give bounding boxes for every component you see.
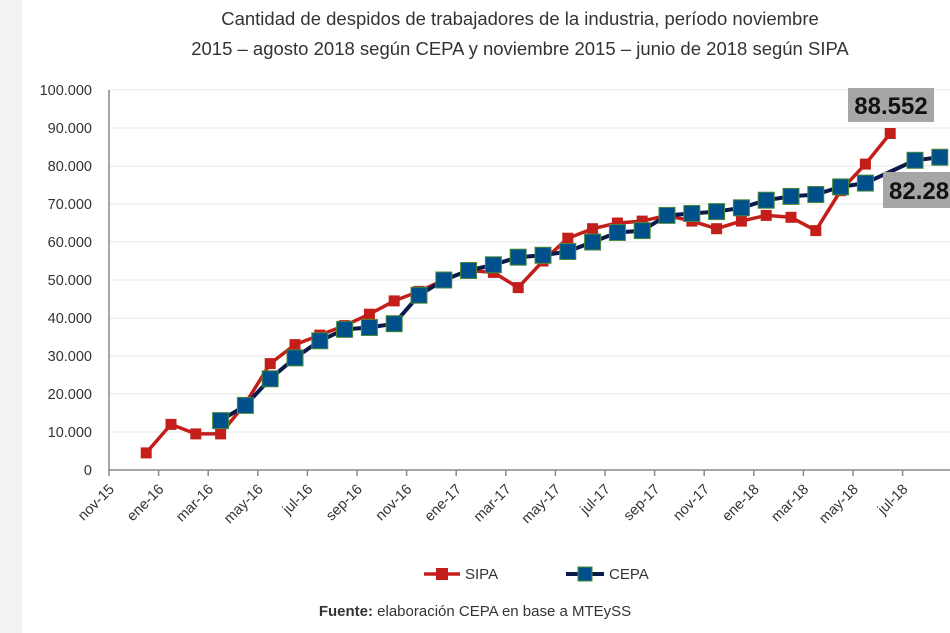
data-point-sipa [735, 215, 747, 227]
data-point-sipa [264, 358, 276, 370]
x-tick-label: sep-17 [621, 482, 664, 525]
y-tick-label: 70.000 [48, 197, 92, 213]
y-tick-label: 10.000 [48, 425, 92, 441]
data-point-cepa [633, 222, 651, 240]
chart-title-line2: 2015 – agosto 2018 según CEPA y noviembr… [191, 38, 849, 59]
data-point-cepa [460, 262, 478, 279]
x-tick-label: ene-16 [124, 482, 167, 525]
data-point-sipa [165, 418, 177, 430]
y-tick-label: 100.000 [40, 83, 92, 99]
x-tick-label: may-16 [221, 482, 267, 528]
data-point-sipa [884, 128, 896, 140]
annotation-box-sipa [848, 88, 934, 122]
x-tick-label: mar-16 [173, 482, 217, 526]
x-tick-label: mar-18 [768, 482, 812, 526]
y-tick-label: 20.000 [48, 387, 92, 403]
data-point-sipa [215, 428, 227, 440]
annotation-cepa: 82.28 [889, 178, 949, 205]
data-point-sipa [711, 223, 723, 235]
data-point-cepa [509, 248, 527, 266]
data-point-cepa [385, 315, 403, 333]
left-margin-strip [0, 0, 22, 633]
x-tick-label: nov-17 [670, 482, 713, 525]
data-point-sipa [363, 308, 375, 320]
data-point-cepa [732, 199, 750, 217]
x-tick-label: mar-17 [471, 482, 515, 526]
data-point-cepa [410, 286, 428, 304]
y-tick-label: 90.000 [48, 121, 92, 137]
source-note: Fuente: elaboración CEPA en base a MTEyS… [0, 603, 950, 620]
x-tick-label: ene-17 [422, 482, 465, 525]
legend-marker-sipa [436, 568, 448, 580]
data-point-sipa [388, 295, 400, 307]
data-point-cepa [212, 412, 230, 430]
x-tick-label: sep-16 [323, 482, 366, 525]
x-tick-label: ene-18 [719, 482, 762, 525]
y-tick-label: 50.000 [48, 273, 92, 289]
data-point-cepa [856, 174, 874, 192]
data-point-sipa [810, 225, 822, 237]
data-point-cepa [534, 246, 552, 264]
data-point-sipa [562, 232, 574, 244]
data-point-cepa [584, 233, 602, 251]
data-point-cepa [484, 256, 502, 274]
data-point-cepa [286, 349, 304, 367]
y-tick-label: 40.000 [48, 311, 92, 327]
annotation-box-cepa [883, 172, 950, 208]
data-point-cepa [236, 396, 254, 414]
y-tick-label: 80.000 [48, 159, 92, 175]
annotation-sipa: 88.552 [854, 93, 927, 120]
data-point-sipa [140, 447, 152, 459]
data-point-cepa [435, 271, 453, 289]
data-point-cepa [931, 148, 949, 166]
data-point-cepa [311, 332, 329, 350]
x-tick-label: jul-16 [279, 482, 316, 519]
data-point-sipa [859, 158, 871, 170]
x-tick-label: may-17 [519, 482, 565, 528]
source-label: Fuente: [318, 603, 373, 620]
data-point-cepa [757, 191, 775, 209]
data-point-cepa [559, 243, 577, 260]
y-tick-label: 0 [84, 463, 92, 479]
data-point-cepa [807, 186, 825, 203]
data-point-sipa [785, 211, 797, 223]
data-point-sipa [760, 209, 772, 221]
data-point-cepa [906, 151, 924, 169]
series-line-cepa [219, 155, 941, 423]
data-point-cepa [832, 178, 850, 196]
data-point-cepa [608, 224, 626, 241]
data-point-cepa [336, 320, 354, 338]
chart-title-line1: Cantidad de despidos de trabajadores de … [221, 8, 819, 29]
y-tick-label: 30.000 [48, 349, 92, 365]
legend-marker-cepa [577, 566, 593, 582]
data-point-sipa [190, 428, 202, 440]
data-point-sipa [512, 282, 524, 294]
data-point-cepa [782, 187, 800, 205]
data-point-sipa [636, 215, 648, 227]
data-point-sipa [289, 339, 301, 351]
x-tick-label: jul-18 [874, 482, 911, 519]
x-tick-label: nov-16 [373, 482, 416, 525]
source-text: elaboración CEPA en base a MTEySS [372, 603, 632, 620]
x-tick-label: jul-17 [577, 482, 614, 519]
data-point-cepa [708, 203, 726, 221]
data-point-sipa [611, 217, 623, 229]
data-point-cepa [658, 206, 676, 224]
legend-label-sipa: SIPA [465, 566, 498, 583]
y-tick-label: 60.000 [48, 235, 92, 251]
x-tick-label: nov-15 [75, 482, 118, 525]
data-point-cepa [261, 370, 279, 388]
data-point-cepa [360, 319, 378, 336]
data-point-cepa [683, 205, 701, 222]
data-point-sipa [587, 223, 599, 235]
legend-label-cepa: CEPA [609, 566, 649, 583]
series-line-sipa [144, 132, 892, 455]
x-tick-label: may-18 [816, 482, 862, 528]
